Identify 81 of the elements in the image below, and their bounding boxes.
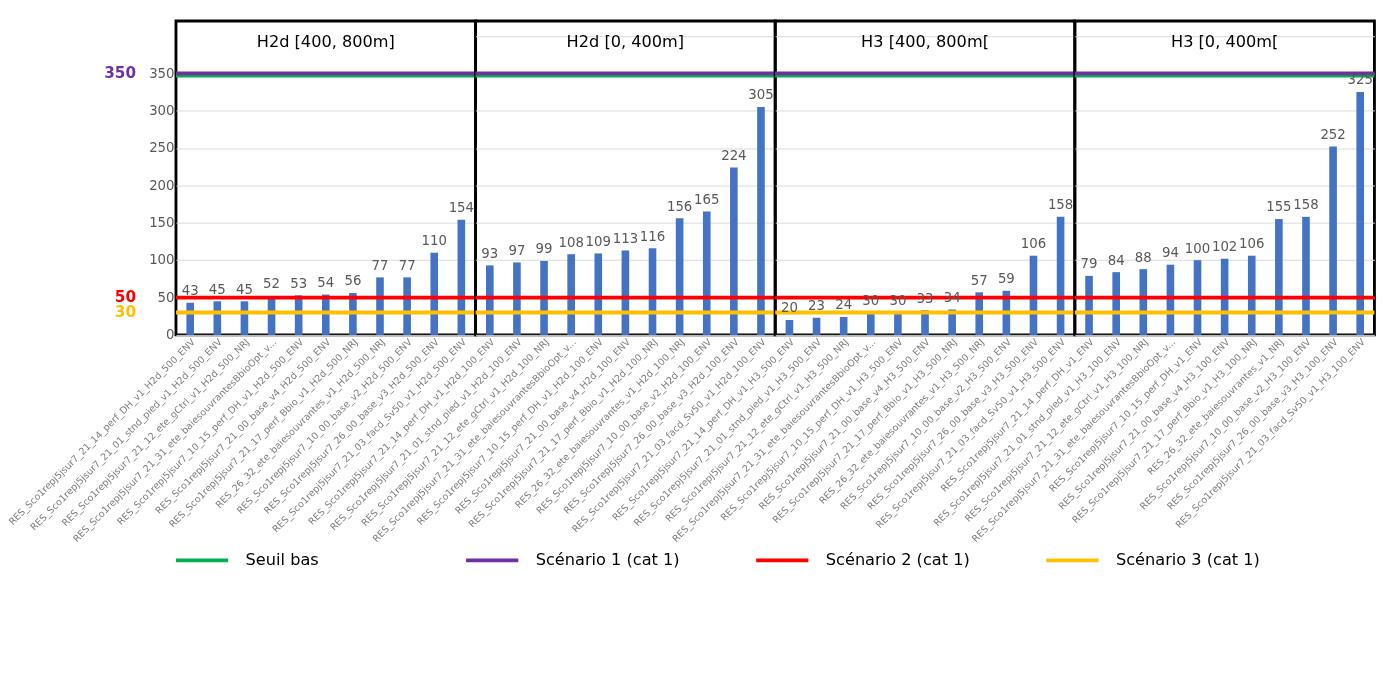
bar — [839, 316, 848, 335]
data-label: 97 — [508, 242, 526, 258]
data-label: 102 — [1211, 239, 1238, 255]
bar — [540, 260, 548, 335]
y-tick-label: 0 — [166, 327, 175, 343]
legend-label: Scénario 2 (cat 1) — [825, 550, 970, 570]
data-label: 116 — [639, 228, 666, 244]
data-label: 79 — [1080, 256, 1098, 272]
data-label: 156 — [666, 198, 693, 214]
y-tick-label: 300 — [149, 103, 175, 118]
data-label: 84 — [1107, 252, 1125, 268]
legend-label: Scénario 1 (cat 1) — [535, 550, 680, 570]
data-label: 224 — [721, 147, 747, 163]
data-label: 100 — [1184, 240, 1211, 256]
data-label: 110 — [421, 233, 447, 249]
y-tick-label: 50 — [157, 289, 175, 305]
data-label: 45 — [208, 281, 226, 297]
data-label: 154 — [448, 200, 475, 216]
data-label: 113 — [612, 230, 639, 246]
text: 30 — [114, 303, 137, 322]
bar — [757, 106, 765, 335]
bar — [894, 312, 902, 335]
data-label: 56 — [344, 273, 362, 289]
data-label: 53 — [290, 275, 308, 291]
bar — [1275, 219, 1283, 335]
data-label: 23 — [808, 298, 826, 314]
data-label: 158 — [1293, 197, 1319, 213]
y-tick-label: 350 — [149, 65, 175, 81]
data-label: 109 — [585, 233, 611, 249]
text: H3 [400, 800m[ — [861, 31, 989, 51]
data-label: 305 — [748, 87, 774, 103]
bar — [1356, 92, 1365, 335]
bar — [513, 262, 521, 335]
data-label: 108 — [558, 234, 584, 250]
bar — [1247, 255, 1256, 335]
bar — [376, 277, 384, 335]
y-tick-label: 150 — [149, 215, 175, 231]
bar — [594, 253, 603, 335]
data-label: 155 — [1266, 199, 1292, 215]
data-label: 93 — [481, 245, 499, 261]
data-label: 252 — [1320, 126, 1346, 142]
data-label: 77 — [398, 257, 416, 273]
data-label: 99 — [535, 241, 553, 257]
y-tick-label: 250 — [149, 140, 175, 156]
bar — [1085, 275, 1093, 335]
data-label: 165 — [694, 192, 720, 207]
data-label: 45 — [235, 281, 253, 297]
bar — [567, 254, 575, 335]
y-tick-label: 100 — [149, 252, 175, 268]
bar — [702, 211, 711, 335]
bar — [1112, 272, 1120, 335]
bar — [403, 277, 411, 335]
legend-label: Seuil bas — [245, 550, 319, 570]
data-label: 59 — [997, 271, 1015, 287]
data-label: 24 — [835, 297, 853, 313]
data-label: 158 — [1047, 197, 1074, 213]
bar — [785, 319, 794, 335]
data-label: 106 — [1020, 236, 1047, 252]
bar — [1302, 216, 1310, 335]
data-label: 77 — [371, 257, 389, 273]
text: H3 [0, 400m[ — [1170, 31, 1279, 51]
data-label: 54 — [317, 274, 335, 290]
data-label: 34 — [943, 289, 961, 305]
bar — [866, 312, 875, 335]
y-tick-label: 200 — [149, 177, 175, 193]
data-label: 88 — [1134, 249, 1152, 265]
data-label: 33 — [916, 290, 934, 306]
text: H2d [0, 400m] — [566, 31, 685, 51]
data-label: 52 — [263, 276, 281, 292]
data-label: 94 — [1161, 245, 1179, 261]
bar — [1329, 146, 1337, 335]
data-label: 43 — [181, 283, 199, 299]
bar — [812, 317, 821, 335]
text: H2d [400, 800m] — [256, 31, 395, 51]
bar — [1139, 269, 1148, 335]
data-label: 106 — [1239, 236, 1265, 252]
data-label: 57 — [970, 272, 988, 288]
bar — [730, 167, 738, 335]
bar — [486, 265, 494, 335]
legend-label: Scénario 3 (cat 1) — [1115, 550, 1260, 570]
text: 350 — [104, 64, 137, 83]
